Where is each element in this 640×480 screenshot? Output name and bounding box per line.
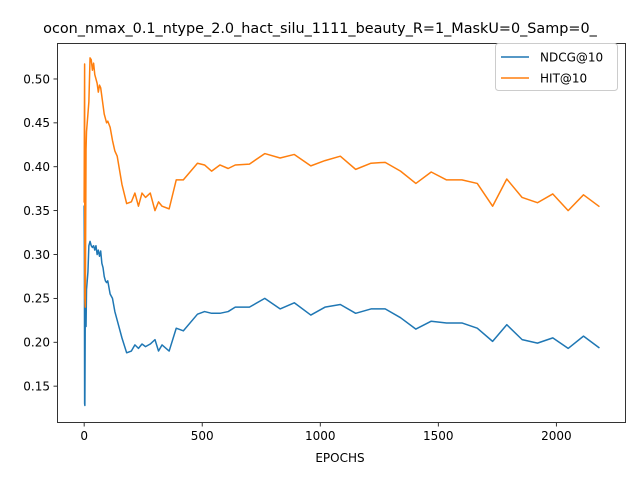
series-line-0 xyxy=(83,205,600,407)
y-tick-label: 0.35 xyxy=(23,204,50,218)
x-tick-label: 1000 xyxy=(305,429,336,443)
y-tick-label: 0.45 xyxy=(23,116,50,130)
y-tick-label: 0.15 xyxy=(23,379,50,393)
x-tick-label: 1500 xyxy=(423,429,454,443)
axes-frame xyxy=(57,43,626,423)
legend: NDCG@10 HIT@10 xyxy=(495,43,618,91)
chart-title: ocon_nmax_0.1_ntype_2.0_hact_silu_1111_b… xyxy=(43,21,597,37)
series-line-1 xyxy=(83,57,600,308)
axes: 0 500 1000 1500 2000 0.15 0.20 0.25 0.30 0.35 0.40… xyxy=(23,43,626,443)
x-tick-label: 0 xyxy=(80,429,88,443)
legend-label-hit: HIT@10 xyxy=(540,72,587,86)
y-tick-label: 0.20 xyxy=(23,336,50,350)
legend-label-ndcg: NDCG@10 xyxy=(540,51,603,65)
y-tick-label: 0.30 xyxy=(23,248,50,262)
y-tick-label: 0.25 xyxy=(23,292,50,306)
plot-area xyxy=(83,57,600,407)
y-tick-label: 0.40 xyxy=(23,160,50,174)
y-tick-label: 0.50 xyxy=(23,72,50,86)
x-axis-label: EPOCHS xyxy=(315,451,364,465)
x-tick-label: 2000 xyxy=(541,429,572,443)
x-tick-label: 500 xyxy=(191,429,214,443)
